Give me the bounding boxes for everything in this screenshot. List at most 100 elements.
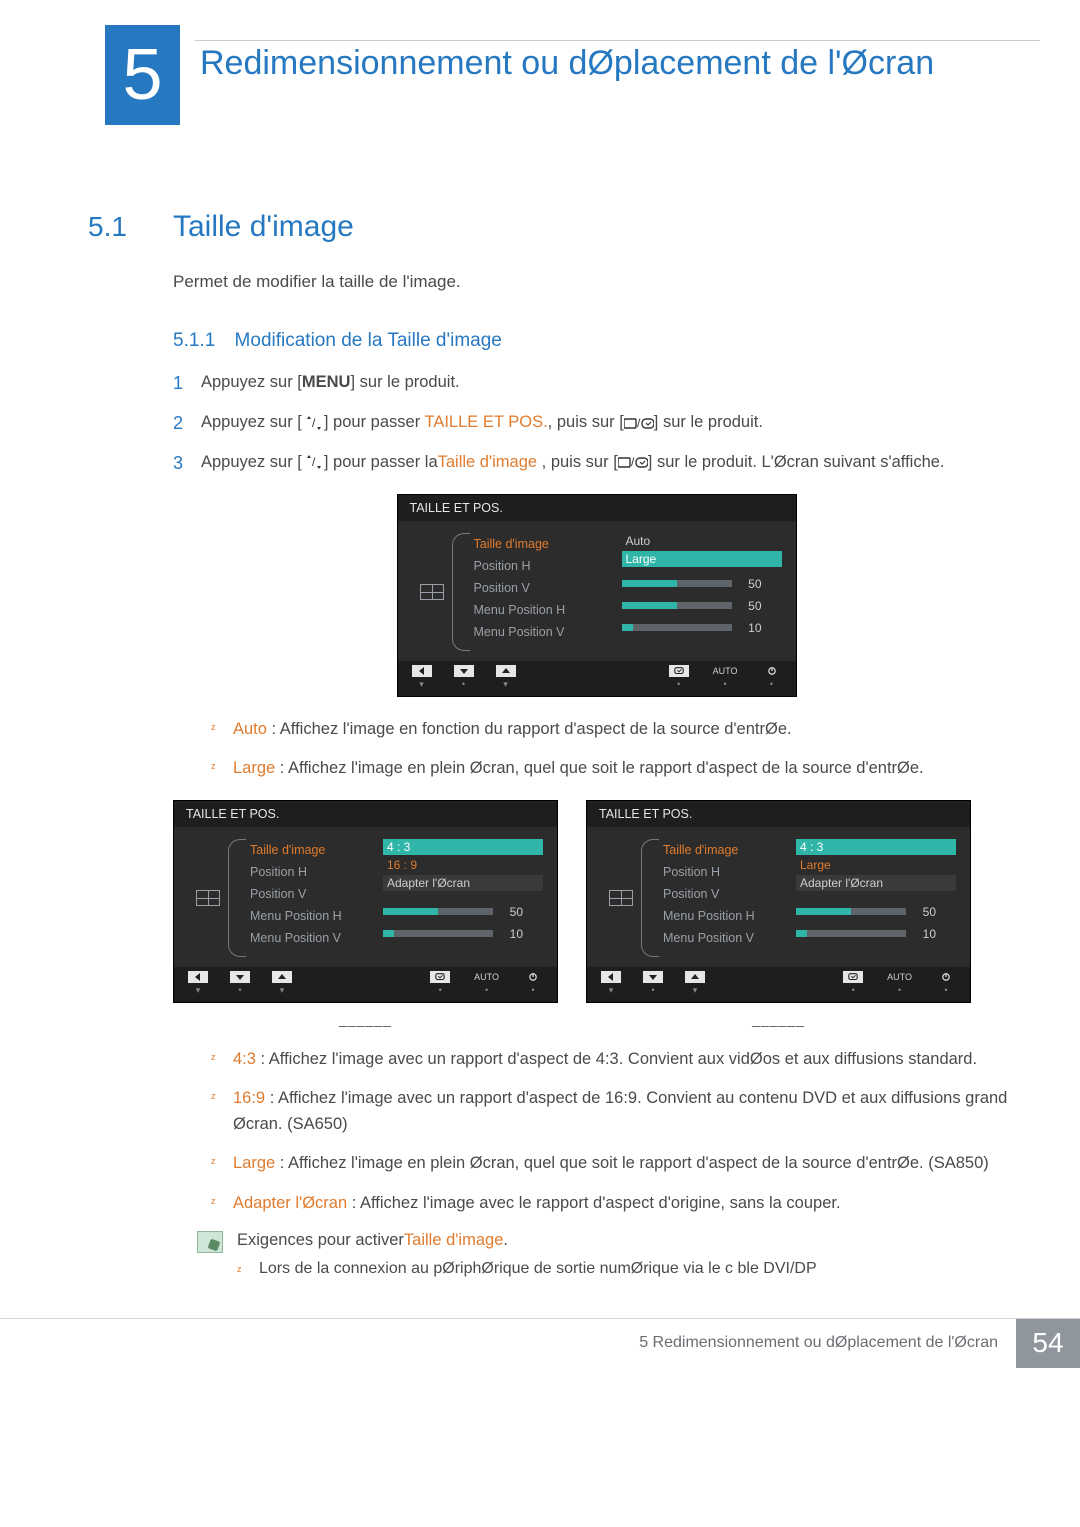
osd-key-power: • <box>762 665 782 690</box>
chapter-number-box: 5 <box>105 25 180 125</box>
desc-key: Large <box>233 1154 275 1172</box>
svg-text:/: / <box>631 455 635 469</box>
note-sublist: Lors de la connexion au pØriphØrique de … <box>237 1260 1020 1278</box>
osd-footer: ▾ • ▾ • AUTO• • <box>174 967 557 1002</box>
osd-pair: TAILLE ET POS. Taille d'image Position H… <box>173 800 1020 1027</box>
desc-text: : Affichez l'image avec un rapport d'asp… <box>233 1089 1007 1133</box>
osd-item-active: Taille d'image <box>250 839 383 861</box>
desc-item: Adapter l'Øcran : Affichez l'image avec … <box>211 1191 1020 1217</box>
osd-title: TAILLE ET POS. <box>174 801 557 827</box>
step-number: 2 <box>173 410 201 438</box>
osd-footer: ▾ • ▾ • AUTO• • <box>587 967 970 1002</box>
osd-option: Adapter l'Øcran <box>796 875 956 891</box>
desc-key: 4:3 <box>233 1050 256 1068</box>
step-text: ] sur le produit. <box>350 373 459 391</box>
desc-text: : Affichez l'image avec un rapport d'asp… <box>256 1050 977 1068</box>
header-rule <box>195 40 1040 41</box>
osd-key-down: • <box>454 665 474 690</box>
note-text-part: Exigences pour activer <box>237 1231 404 1249</box>
step-text: ] sur le produit. L'Øcran suivant s'affi… <box>648 453 945 471</box>
select-key-icon: / <box>618 455 648 469</box>
osd-key-up: ▾ <box>496 665 516 690</box>
osd-bracket <box>641 839 659 957</box>
osd-item: Menu Position V <box>474 621 622 643</box>
osd-bar-row: 50 <box>622 595 782 617</box>
osd-values: Auto Large 50 50 10 <box>622 533 782 651</box>
note-icon <box>197 1231 223 1253</box>
desc-item: Auto : Affichez l'image en fonction du r… <box>211 717 1020 743</box>
osd-item: Menu Position H <box>474 599 622 621</box>
osd-item: Menu Position H <box>250 905 383 927</box>
option-desc-list-1: Auto : Affichez l'image en fonction du r… <box>173 717 1020 782</box>
osd-caption: ______ <box>173 1011 558 1027</box>
svg-text:/: / <box>312 416 316 430</box>
menu-key: MENU <box>302 373 351 391</box>
osd-bracket <box>452 533 470 651</box>
note-text-part: . <box>503 1231 508 1249</box>
osd-key-enter: • <box>669 665 689 690</box>
osd-footer: ▾ • ▾ • AUTO• • <box>398 661 796 696</box>
osd-bar-row: 10 <box>796 923 956 945</box>
desc-text: : Affichez l'image en plein Øcran, quel … <box>275 759 923 777</box>
desc-key: Large <box>233 759 275 777</box>
updown-key-icon: / <box>302 455 324 469</box>
osd-bar-row: 10 <box>383 923 543 945</box>
osd-title: TAILLE ET POS. <box>398 495 796 521</box>
section-title: Taille d'image <box>173 210 354 244</box>
updown-key-icon: / <box>302 416 324 430</box>
subsection-title: Modification de la Taille d'image <box>235 330 502 351</box>
osd-label-list: Taille d'image Position H Position V Men… <box>474 533 622 651</box>
osd-title: TAILLE ET POS. <box>587 801 970 827</box>
osd-key-auto: AUTO• <box>711 665 740 690</box>
desc-item: 4:3 : Affichez l'image avec un rapport d… <box>211 1047 1020 1073</box>
svg-text:/: / <box>637 416 641 430</box>
section-intro: Permet de modifier la taille de l'image. <box>173 272 1020 292</box>
osd-option: Auto <box>622 533 782 549</box>
step-number: 1 <box>173 370 201 398</box>
desc-text: : Affichez l'image avec le rapport d'asp… <box>347 1194 840 1212</box>
step-text: , puis sur [ <box>548 413 624 431</box>
footer-chapter-ref: 5 Redimensionnement ou dØplacement de l'… <box>639 1319 1016 1368</box>
osd-item: Position H <box>474 555 622 577</box>
osd-item-active: Taille d'image <box>474 533 622 555</box>
step-text: Appuyez sur [ <box>201 453 302 471</box>
desc-item: Large : Affichez l'image en plein Øcran,… <box>211 756 1020 782</box>
osd-item: Menu Position H <box>663 905 796 927</box>
subsection-heading: 5.1.1 Modification de la Taille d'image <box>173 330 1020 352</box>
select-key-icon: / <box>624 416 654 430</box>
osd-item: Position V <box>474 577 622 599</box>
step-text: ] pour passer la <box>324 453 438 471</box>
osd-caption: ______ <box>586 1011 971 1027</box>
osd-option-selected: 4 : 3 <box>796 839 956 855</box>
osd-option-highlight: 16 : 9 <box>383 857 543 873</box>
step-1: 1 Appuyez sur [MENU] sur le produit. <box>173 370 1020 398</box>
osd-item: Position V <box>250 883 383 905</box>
desc-key: Adapter l'Øcran <box>233 1194 347 1212</box>
step-number: 3 <box>173 450 201 478</box>
osd-option-highlight: Large <box>796 857 956 873</box>
osd-option-selected: 4 : 3 <box>383 839 543 855</box>
osd-item-active: Taille d'image <box>663 839 796 861</box>
osd-item: Position V <box>663 883 796 905</box>
step-3: 3 Appuyez sur [/] pour passer laTaille d… <box>173 450 1020 478</box>
desc-item: 16:9 : Affichez l'image avec un rapport … <box>211 1086 1020 1137</box>
osd-item: Position H <box>250 861 383 883</box>
step-text: ] sur le produit. <box>654 413 763 431</box>
step-text: Appuyez sur [ <box>201 373 302 391</box>
page: 5 Redimensionnement ou dØplacement de l'… <box>0 0 1080 1368</box>
section-number: 5.1 <box>88 211 173 243</box>
osd-item: Position H <box>663 861 796 883</box>
osd-option: Adapter l'Øcran <box>383 875 543 891</box>
step-text: Appuyez sur [ <box>201 413 302 431</box>
desc-key: 16:9 <box>233 1089 265 1107</box>
osd-bar-row: 50 <box>796 901 956 923</box>
osd-item: Menu Position V <box>250 927 383 949</box>
desc-text: : Affichez l'image en fonction du rappor… <box>267 720 792 738</box>
osd-key-left: ▾ <box>412 665 432 690</box>
osd-bar-row: 50 <box>622 573 782 595</box>
osd-item: Menu Position V <box>663 927 796 949</box>
highlight-text: Taille d'image <box>438 453 537 471</box>
osd-category-icon <box>601 839 641 957</box>
note-block: Exigences pour activerTaille d'image. Lo… <box>173 1231 1020 1278</box>
note-sub-item: Lors de la connexion au pØriphØrique de … <box>237 1260 1020 1278</box>
